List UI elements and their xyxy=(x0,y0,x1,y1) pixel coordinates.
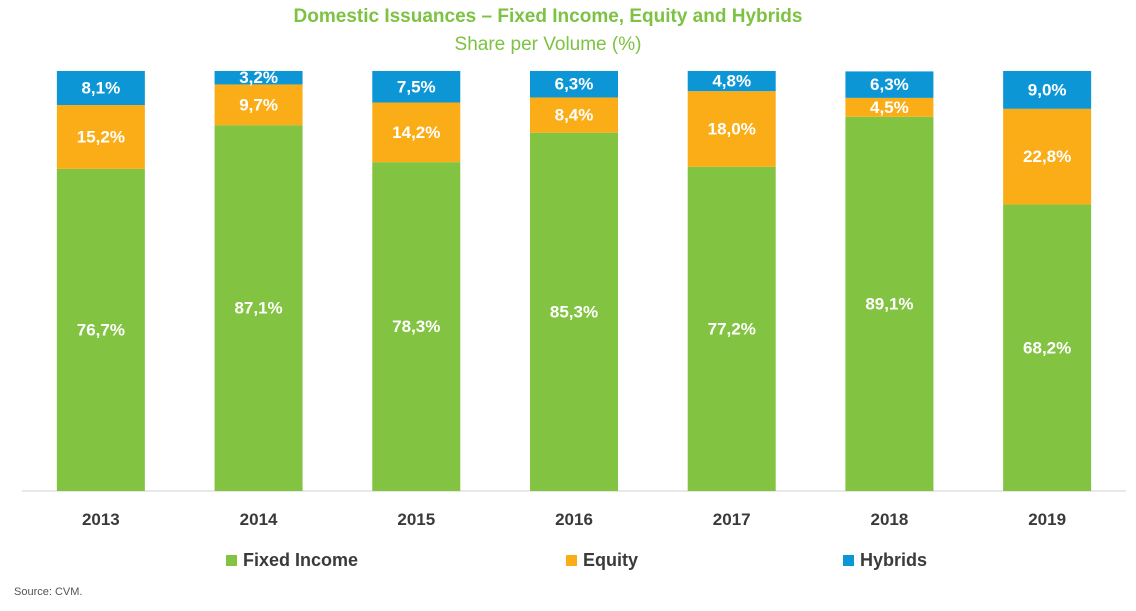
legend-item-fixed-income: Fixed Income xyxy=(226,550,358,571)
data-label-hybrids-2013: 8,1% xyxy=(81,79,120,98)
x-tick-label-2019: 2019 xyxy=(1028,510,1066,529)
data-label-equity-2013: 15,2% xyxy=(77,127,125,146)
legend-item-hybrids: Hybrids xyxy=(843,550,927,571)
legend-swatch-equity xyxy=(566,555,577,566)
data-label-equity-2017: 18,0% xyxy=(708,119,756,138)
bar-segment-hybrids-2014 xyxy=(214,71,303,85)
data-label-equity-2015: 14,2% xyxy=(392,123,440,142)
legend-label-fixed-income: Fixed Income xyxy=(243,550,359,570)
bar-segment-hybrids-2018 xyxy=(845,71,934,98)
x-tick-label-2015: 2015 xyxy=(397,510,435,529)
data-label-fixed-income-2013: 76,7% xyxy=(77,320,125,339)
legend-item-equity: Equity xyxy=(566,550,638,571)
bar-segment-fixed-income-2014 xyxy=(214,125,303,492)
bar-segment-equity-2019 xyxy=(1003,108,1092,205)
bar-segment-equity-2014 xyxy=(214,84,303,126)
legend-label-hybrids: Hybrids xyxy=(860,550,928,570)
bar-segment-fixed-income-2015 xyxy=(372,162,461,491)
bar-segment-hybrids-2015 xyxy=(372,71,461,103)
bar-segment-equity-2013 xyxy=(56,105,145,169)
bar-segment-equity-2016 xyxy=(530,97,618,133)
bar-segment-fixed-income-2019 xyxy=(1003,204,1092,491)
data-label-fixed-income-2015: 78,3% xyxy=(392,317,440,336)
bar-segment-hybrids-2019 xyxy=(1003,71,1092,109)
bar-segment-hybrids-2017 xyxy=(687,71,776,92)
bar-segment-fixed-income-2017 xyxy=(687,166,776,491)
x-tick-label-2016: 2016 xyxy=(555,510,593,529)
source-note: Source: CVM. xyxy=(14,586,83,598)
data-label-fixed-income-2016: 85,3% xyxy=(550,302,598,321)
data-label-equity-2014: 9,7% xyxy=(239,95,278,114)
bar-segment-equity-2015 xyxy=(372,102,461,163)
data-label-equity-2018: 4,5% xyxy=(870,98,909,117)
chart-title: Domestic Issuances – Fixed Income, Equit… xyxy=(293,6,803,27)
chart-subtitle: Share per Volume (%) xyxy=(454,34,642,55)
data-label-hybrids-2015: 7,5% xyxy=(397,77,436,96)
data-label-hybrids-2019: 9,0% xyxy=(1028,80,1067,99)
data-label-hybrids-2016: 6,3% xyxy=(555,75,594,94)
data-label-fixed-income-2017: 77,2% xyxy=(708,319,756,338)
data-label-fixed-income-2019: 68,2% xyxy=(1023,338,1071,357)
data-label-fixed-income-2018: 89,1% xyxy=(865,294,913,313)
legend-swatch-fixed-income xyxy=(226,555,237,566)
bar-segment-hybrids-2016 xyxy=(530,71,618,98)
legend-label-equity: Equity xyxy=(583,550,639,570)
x-tick-label-2014: 2014 xyxy=(240,510,278,529)
x-tick-label-2018: 2018 xyxy=(871,510,909,529)
bar-segment-fixed-income-2016 xyxy=(530,132,618,492)
bar-segment-hybrids-2013 xyxy=(56,71,145,106)
legend-swatch-hybrids xyxy=(843,555,854,566)
data-label-hybrids-2014: 3,2% xyxy=(239,68,278,87)
x-tick-label-2017: 2017 xyxy=(713,510,751,529)
legend: Fixed Income Equity Hybrids xyxy=(0,550,1136,574)
data-label-hybrids-2017: 4,8% xyxy=(712,72,751,91)
bar-segment-equity-2017 xyxy=(687,91,776,167)
bar-segment-fixed-income-2018 xyxy=(845,116,934,491)
data-label-equity-2016: 8,4% xyxy=(555,106,594,125)
bar-segment-equity-2018 xyxy=(845,97,934,117)
data-label-hybrids-2018: 6,3% xyxy=(870,75,909,94)
x-tick-label-2013: 2013 xyxy=(82,510,120,529)
data-label-fixed-income-2014: 87,1% xyxy=(234,299,282,318)
data-label-equity-2019: 22,8% xyxy=(1023,147,1071,166)
bar-segment-fixed-income-2013 xyxy=(56,168,145,492)
